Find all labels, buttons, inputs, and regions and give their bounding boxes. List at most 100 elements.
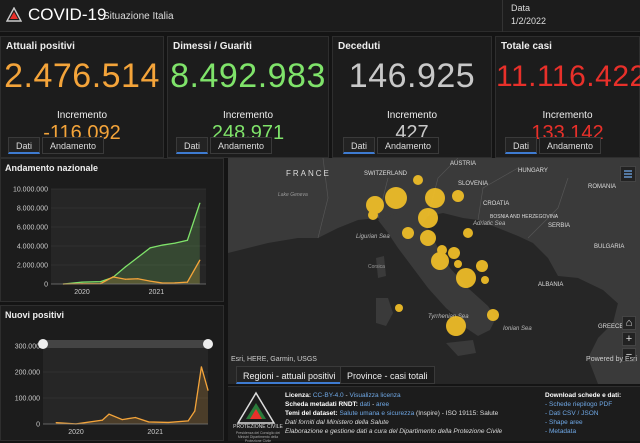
series-area-0 [63,203,200,284]
download-shape-link[interactable]: - Shape aree [545,419,583,426]
andamento-nazionale-chart[interactable]: 10.000.000 8.000.000 6.000.000 4.000.000 2.0… [1,173,223,301]
card-value: 11.116.422 [496,60,640,93]
data-point [194,410,196,412]
data-point [124,266,126,268]
zoom-out-button[interactable]: − [622,348,636,362]
range-slider-handle-end[interactable] [203,339,213,349]
label-corsica: Corsica [368,264,385,270]
tab-andamento[interactable]: Andamento [210,137,273,154]
country-borders [317,158,569,239]
bubble-lombardia[interactable] [385,187,407,209]
bubble-basilicata[interactable] [481,276,489,284]
data-point [167,421,169,424]
card-title: Deceduti [338,41,381,52]
zoom-in-button[interactable]: + [622,332,636,346]
data-point [187,420,189,422]
y-tick-label: 300.000 [15,344,40,351]
license-value[interactable]: CC-BY-4.0 [312,392,344,399]
date-label: Data [511,3,531,13]
y-tick-label: 200.000 [15,370,40,377]
label-croatia: CROATIA [483,201,509,207]
region-bubbles[interactable] [366,175,499,336]
bubble-abruzzo[interactable] [448,247,460,259]
bubble-toscana[interactable] [420,230,436,246]
map-view[interactable]: FRANCE SWITZERLAND AUSTRIA SLOVENIA CROA… [228,158,640,384]
app-title: COVID-19 [28,5,107,24]
series-area-0 [56,366,209,424]
tab-regioni[interactable]: Regioni - attuali positivi [236,366,343,384]
themes-extra: (Inspire) - ISO 19115: Salute [416,410,499,417]
chart-title: Nuovi positivi [5,310,65,320]
bubble-calabria[interactable] [487,309,499,321]
card-tabs: Dati Andamento [8,137,105,154]
bubble-marche[interactable] [463,228,473,238]
label-hungary: HUNGARY [518,168,548,174]
card-increment-label: Incremento [386,110,438,121]
home-icon[interactable]: ⌂ [622,316,636,330]
bubble-molise[interactable] [454,260,462,268]
download-title: Download schede e dati: [545,392,622,399]
bubble-trentino[interactable] [413,175,423,185]
download-csv-link[interactable]: - Dati CSV / JSON [545,410,599,417]
y-tick-label: 2.000.000 [17,263,48,270]
label-adriatic-sea: Adriatic Sea [472,221,506,227]
y-tick-label: 4.000.000 [17,244,48,251]
source-line: Dati forniti dal Ministero della Salute [285,419,389,426]
card-tabs: Dati Andamento [505,137,602,154]
date-value: 1/2/2022 [511,16,547,26]
bubble-lazio[interactable] [431,252,449,270]
tab-dati[interactable]: Dati [505,137,538,154]
themes-label: Temi del dataset: [285,410,338,417]
data-point [186,239,188,241]
bubble-valle-aosta[interactable] [368,210,378,220]
license-link[interactable]: Visualizza licenza [349,392,401,399]
tab-dati[interactable]: Dati [343,137,376,154]
download-metadata-link[interactable]: - Metadata [545,428,577,435]
label-serbia: SERBIA [548,223,570,229]
tab-andamento[interactable]: Andamento [377,137,440,154]
bubble-campania[interactable] [456,268,476,288]
download-section: Download schede e dati: - Schede riepilo… [545,391,621,436]
andamento-nazionale-panel: Andamento nazionale 10.000.000 8.000.000 6… [0,158,224,302]
download-pdf-link[interactable]: - Schede riepilogo PDF [545,401,613,408]
info-footer: PROTEZIONE CIVILE Presidenza del Consigl… [228,386,640,443]
plot-area [51,189,206,284]
tab-andamento[interactable]: Andamento [42,137,105,154]
chart-title: Andamento nazionale [5,163,99,173]
data-point [124,278,126,280]
themes-link[interactable]: Salute umana e sicurezza [339,410,415,417]
land-italy [378,213,496,336]
land-sardinia [376,298,393,326]
tab-dati[interactable]: Dati [8,137,41,154]
bubble-sardegna[interactable] [395,304,403,312]
label-ligurian-sea: Ligurian Sea [356,234,390,240]
bubble-liguria[interactable] [402,227,414,239]
card-title: Totale casi [501,41,552,52]
legend-list-icon[interactable] [620,166,636,182]
data-point [149,247,151,249]
tab-dati[interactable]: Dati [176,137,209,154]
header-divider [502,0,503,32]
map-attribution: Esri, HERE, Garmin, USGS [231,356,317,363]
tab-andamento[interactable]: Andamento [539,137,602,154]
logo-subtext: Presidenza del Consiglio dei Ministri Di… [235,431,281,443]
range-slider-handle-start[interactable] [38,339,48,349]
label-france: FRANCE [286,169,331,178]
tab-province[interactable]: Province - casi totali [340,366,435,384]
card-increment-label: Incremento [542,110,593,121]
bubble-veneto[interactable] [425,188,445,208]
bubble-friuli[interactable] [452,190,464,202]
label-greece: GREECE [598,324,623,330]
metadata-link-aree[interactable]: aree [376,401,390,408]
nuovi-positivi-chart[interactable]: 300.000 200.000 100.000 0 2020 2021 [1,320,223,440]
map-canvas[interactable]: FRANCE SWITZERLAND AUSTRIA SLOVENIA CROA… [228,158,640,384]
data-point [101,419,103,421]
metadata-link-dati[interactable]: dati [359,401,371,408]
powered-by[interactable]: Powered by Esri [586,356,637,363]
x-tick-label: 2021 [149,289,165,296]
bubble-puglia[interactable] [476,260,488,272]
bubble-piemonte[interactable] [366,196,384,214]
bubble-emilia-romagna[interactable] [418,208,438,228]
bubble-sicilia[interactable] [446,316,466,336]
card-title: Attuali positivi [6,41,75,52]
